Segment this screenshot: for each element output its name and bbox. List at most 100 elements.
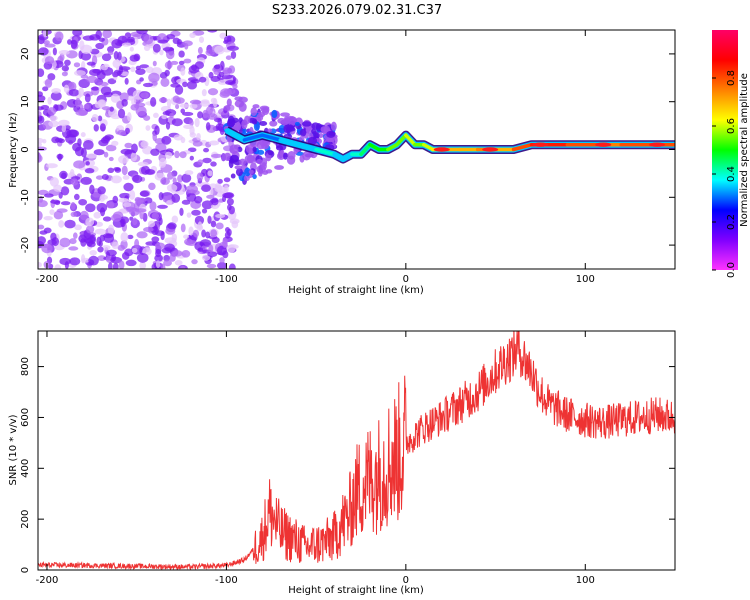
- noise-blob: [121, 42, 132, 47]
- noise-blob: [95, 175, 104, 180]
- noise-blob: [38, 137, 44, 144]
- noise-blob: [197, 46, 203, 55]
- noise-blob: [85, 225, 95, 234]
- noise-blob: [145, 125, 151, 131]
- noise-blob: [43, 193, 54, 198]
- noise-blob: [153, 112, 159, 118]
- noise-blob: [70, 202, 76, 210]
- noise-blob: [158, 217, 163, 226]
- scatter-blob: [248, 117, 257, 124]
- noise-blob: [211, 237, 220, 244]
- scatter-blob: [223, 152, 232, 161]
- noise-blob: [82, 139, 94, 150]
- noise-blob: [222, 239, 228, 248]
- noise-blob: [198, 36, 205, 43]
- noise-blob: [189, 155, 194, 161]
- snr-panel: -200 -100 0 100 0 200 400 600 800 Height of stra…: [8, 330, 676, 596]
- scatter-blob: [244, 115, 251, 125]
- noise-blob: [180, 108, 186, 114]
- noise-blob: [130, 66, 136, 73]
- noise-blob: [72, 142, 82, 152]
- noise-blob: [140, 92, 149, 99]
- noise-blob: [120, 71, 129, 77]
- noise-blob: [169, 112, 174, 119]
- noise-blob: [111, 213, 122, 222]
- noise-blob: [94, 228, 107, 235]
- noise-blob: [73, 232, 78, 239]
- noise-blob: [124, 77, 129, 85]
- colorbar-tick-label: 0.0: [726, 262, 737, 278]
- noise-blob: [119, 92, 130, 102]
- noise-blob: [219, 257, 225, 264]
- noise-blob: [85, 153, 98, 159]
- noise-blob: [197, 111, 204, 119]
- noise-blob: [207, 30, 218, 33]
- scatter-blob: [256, 113, 264, 122]
- noise-blob: [223, 192, 235, 199]
- noise-blob: [103, 233, 115, 243]
- noise-blob: [215, 123, 225, 131]
- colorbar-label: Normalized spectral amplitude: [739, 73, 750, 227]
- noise-blob: [122, 175, 130, 180]
- noise-blob: [67, 82, 75, 90]
- noise-blob: [208, 244, 214, 253]
- scatter-blob: [271, 109, 278, 119]
- ridge-peak: [433, 147, 450, 152]
- ridge-peak: [595, 142, 612, 147]
- noise-blob: [132, 174, 143, 184]
- scatter-blob: [274, 165, 285, 170]
- noise-blob: [43, 261, 50, 269]
- noise-blob: [73, 160, 86, 169]
- noise-blob: [61, 124, 67, 133]
- noise-blob: [158, 192, 164, 201]
- noise-blob: [38, 94, 46, 102]
- noise-blob: [129, 216, 134, 221]
- scatter-blob: [250, 107, 258, 117]
- noise-blob: [127, 111, 132, 122]
- noise-blob: [80, 176, 92, 185]
- scatter-blob: [269, 120, 278, 127]
- noise-blob: [201, 200, 214, 210]
- scatter-blob: [238, 96, 248, 103]
- noise-blob: [135, 68, 146, 75]
- noise-blob: [48, 120, 59, 128]
- noise-blob: [101, 245, 111, 250]
- snr-series-line: [38, 331, 675, 570]
- snr-data: [38, 331, 675, 570]
- noise-blob: [58, 220, 65, 228]
- noise-blob: [223, 88, 236, 95]
- scatter-blob: [229, 154, 240, 163]
- noise-blob: [111, 39, 123, 49]
- noise-blob: [51, 88, 62, 94]
- snr-xtick-label: 100: [576, 575, 595, 586]
- noise-blob: [103, 151, 109, 158]
- noise-blob: [217, 118, 223, 126]
- noise-blob: [99, 196, 105, 202]
- noise-blob: [197, 247, 204, 252]
- noise-blob: [107, 78, 117, 85]
- noise-blob: [207, 215, 212, 224]
- scatter-blob: [278, 124, 286, 134]
- noise-blob: [112, 262, 119, 269]
- noise-blob: [174, 150, 180, 159]
- noise-blob: [54, 264, 62, 269]
- noise-blob: [181, 249, 191, 258]
- noise-blob: [97, 255, 107, 262]
- noise-blob: [150, 97, 157, 107]
- noise-blob: [226, 45, 239, 51]
- noise-blob: [183, 124, 194, 129]
- noise-blob: [110, 175, 122, 184]
- noise-blob: [143, 197, 153, 204]
- noise-blob: [127, 234, 134, 240]
- noise-blob: [210, 204, 219, 210]
- noise-blob: [232, 84, 238, 89]
- noise-blob: [205, 49, 216, 56]
- scatter-blob: [235, 168, 243, 177]
- spectrogram-xtick-label: 0: [403, 274, 409, 285]
- noise-blob: [126, 36, 135, 43]
- noise-blob: [80, 52, 92, 61]
- noise-blob: [166, 184, 178, 192]
- scatter-blob: [330, 121, 337, 131]
- noise-blob: [143, 115, 151, 121]
